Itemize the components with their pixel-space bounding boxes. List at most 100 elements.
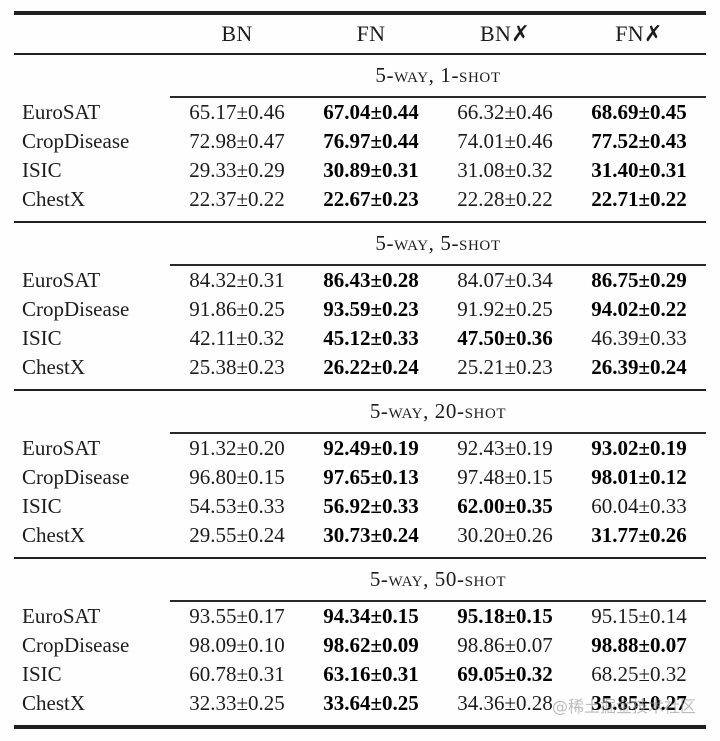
table-row: ChestX 29.55±0.24 30.73±0.24 30.20±0.26 31.7…: [14, 521, 706, 550]
row-label: ISIC: [22, 662, 62, 686]
metric-cell: 97.65±0.13: [323, 465, 419, 489]
metric-cell: 68.69±0.45: [591, 100, 687, 124]
section-title: 5-way, 50-shot: [369, 567, 507, 591]
metric-cell: 29.33±0.29: [189, 158, 285, 182]
metric-cell: 98.88±0.07: [591, 633, 687, 657]
metric-cell: 98.86±0.07: [457, 633, 553, 657]
table-row: ISIC 60.78±0.31 63.16±0.31 69.05±0.32 68.25±…: [14, 660, 706, 689]
table-row: EuroSAT 84.32±0.31 86.43±0.28 84.07±0.34 86.…: [14, 266, 706, 295]
metric-cell: 31.08±0.32: [457, 158, 553, 182]
header-rule: [14, 53, 706, 55]
section-rule: [14, 221, 706, 223]
top-rule: [14, 11, 706, 15]
row-label: EuroSAT: [22, 604, 101, 628]
metric-cell: 65.17±0.46: [189, 100, 285, 124]
metric-cell: 91.32±0.20: [189, 436, 285, 460]
row-label: CropDisease: [22, 465, 130, 489]
metric-cell: 95.18±0.15: [457, 604, 553, 628]
row-label: EuroSAT: [22, 100, 101, 124]
metric-cell: 32.33±0.25: [189, 691, 285, 715]
metric-cell: 92.49±0.19: [323, 436, 419, 460]
row-label: EuroSAT: [22, 436, 101, 460]
metric-cell: 92.43±0.19: [457, 436, 553, 460]
metric-cell: 30.73±0.24: [323, 523, 419, 547]
row-label: ChestX: [22, 187, 85, 211]
section-title: 5-way, 20-shot: [369, 399, 507, 423]
metric-cell: 62.00±0.35: [457, 494, 553, 518]
table-row: CropDisease 98.09±0.10 98.62±0.09 98.86±0.0…: [14, 631, 706, 660]
metric-cell: 33.64±0.25: [323, 691, 419, 715]
table-row: ISIC 42.11±0.32 45.12±0.33 47.50±0.36 46.39±…: [14, 324, 706, 353]
metric-cell: 74.01±0.46: [457, 129, 553, 153]
metric-cell: 93.59±0.23: [323, 297, 419, 321]
column-header: BN: [221, 21, 253, 46]
section-spacer: [14, 718, 706, 725]
metric-cell: 86.43±0.28: [323, 268, 419, 292]
metric-cell: 26.39±0.24: [591, 355, 687, 379]
section-midrule: [170, 432, 706, 434]
metric-cell: 56.92±0.33: [323, 494, 419, 518]
table-row: EuroSAT 65.17±0.46 67.04±0.44 66.32±0.46 68.…: [14, 98, 706, 127]
metric-cell: 31.77±0.26: [591, 523, 687, 547]
metric-cell: 76.97±0.44: [323, 129, 419, 153]
metric-cell: 94.34±0.15: [323, 604, 419, 628]
section-title: 5-way, 1-shot: [375, 63, 501, 87]
metric-cell: 77.52±0.43: [591, 129, 687, 153]
metric-cell: 86.75±0.29: [591, 268, 687, 292]
column-header: BN✗: [480, 21, 530, 46]
section-midrule: [170, 96, 706, 98]
column-header: FN✗: [615, 21, 663, 46]
metric-cell: 91.92±0.25: [457, 297, 553, 321]
metric-cell: 30.89±0.31: [323, 158, 419, 182]
metric-cell: 96.80±0.15: [189, 465, 285, 489]
metric-cell: 45.12±0.33: [323, 326, 419, 350]
metric-cell: 84.07±0.34: [457, 268, 553, 292]
table-row: CropDisease 91.86±0.25 93.59±0.23 91.92±0.2…: [14, 295, 706, 324]
metric-cell: 63.16±0.31: [323, 662, 419, 686]
metric-cell: 91.86±0.25: [189, 297, 285, 321]
section-rule: [14, 557, 706, 559]
metric-cell: 31.40±0.31: [591, 158, 687, 182]
metric-cell: 68.25±0.32: [591, 662, 687, 686]
row-label: ISIC: [22, 326, 62, 350]
metric-cell: 29.55±0.24: [189, 523, 285, 547]
table-row: ISIC 29.33±0.29 30.89±0.31 31.08±0.32 31.40±…: [14, 156, 706, 185]
metric-cell: 26.22±0.24: [323, 355, 419, 379]
metric-cell: 67.04±0.44: [323, 100, 419, 124]
metric-cell: 30.20±0.26: [457, 523, 553, 547]
metric-cell: 72.98±0.47: [189, 129, 285, 153]
metric-cell: 34.36±0.28: [457, 691, 553, 715]
section-midrule: [170, 264, 706, 266]
row-label: ISIC: [22, 494, 62, 518]
table-row: EuroSAT 93.55±0.17 94.34±0.15 95.18±0.15 95.…: [14, 602, 706, 631]
metric-cell: 98.62±0.09: [323, 633, 419, 657]
metric-cell: 93.02±0.19: [591, 436, 687, 460]
table-row: ChestX 25.38±0.23 26.22±0.24 25.21±0.23 26.3…: [14, 353, 706, 382]
section-spacer: [14, 214, 706, 221]
metric-cell: 22.71±0.22: [591, 187, 687, 211]
table-section: 5-way, 1-shot EuroSAT 65.17±0.46 67.04±0.44…: [14, 55, 706, 221]
table-row: CropDisease 72.98±0.47 76.97±0.44 74.01±0.4…: [14, 127, 706, 156]
metric-cell: 22.37±0.22: [189, 187, 285, 211]
table-header-row: BN FN BN✗ FN✗: [14, 15, 706, 53]
metric-cell: 25.21±0.23: [457, 355, 553, 379]
table-row: EuroSAT 91.32±0.20 92.49±0.19 92.43±0.19 93.…: [14, 434, 706, 463]
metric-cell: 95.15±0.14: [591, 604, 687, 628]
bottom-rule: [14, 725, 706, 729]
table-section: 5-way, 50-shot EuroSAT 93.55±0.17 94.34±0.1…: [14, 559, 706, 725]
section-title: 5-way, 5-shot: [375, 231, 501, 255]
metric-cell: 25.38±0.23: [189, 355, 285, 379]
table-row: ChestX 22.37±0.22 22.67±0.23 22.28±0.22 22.7…: [14, 185, 706, 214]
metric-cell: 47.50±0.36: [457, 326, 553, 350]
metric-cell: 35.85±0.27: [591, 691, 687, 715]
metric-cell: 22.28±0.22: [457, 187, 553, 211]
section-spacer: [14, 382, 706, 389]
metric-cell: 98.01±0.12: [591, 465, 687, 489]
metric-cell: 84.32±0.31: [189, 268, 285, 292]
metric-cell: 69.05±0.32: [457, 662, 553, 686]
row-label: ChestX: [22, 523, 85, 547]
metric-cell: 98.09±0.10: [189, 633, 285, 657]
section-rule: [14, 389, 706, 391]
metric-cell: 94.02±0.22: [591, 297, 687, 321]
